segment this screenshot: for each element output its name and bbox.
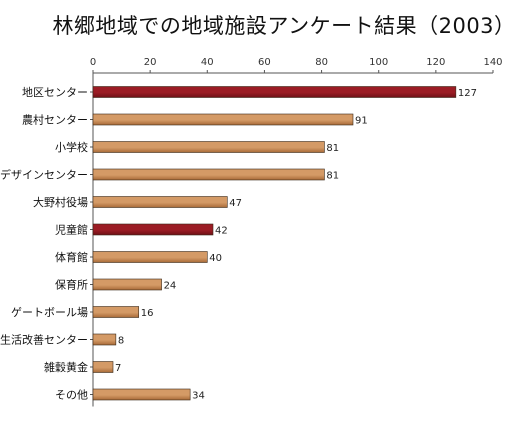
category-label: 保育所	[55, 278, 88, 292]
bar	[92, 278, 162, 291]
value-label: 7	[115, 363, 121, 374]
label-layer: 地区センター 127 農村センター 91 小学校 81 デザインセンター 81 大野村役場 47 児…	[0, 86, 477, 402]
value-label: 127	[458, 88, 477, 99]
x-tick-label: 40	[201, 57, 214, 68]
value-label: 81	[326, 171, 339, 182]
bar	[92, 113, 354, 126]
category-label: 児童館	[55, 223, 88, 237]
bar	[92, 333, 117, 346]
bar-highlighted	[92, 86, 457, 98]
value-label: 16	[141, 308, 154, 319]
bar	[92, 196, 228, 208]
value-label: 34	[192, 391, 205, 402]
category-label: 体育館	[55, 250, 88, 264]
bar	[92, 388, 191, 401]
bar	[92, 361, 114, 373]
x-tick-label: 60	[258, 57, 271, 68]
bar	[92, 306, 140, 318]
value-label: 42	[215, 226, 228, 237]
x-tick-label: 20	[144, 57, 157, 68]
category-label: 雑穀黄金	[44, 360, 88, 374]
bar	[92, 168, 325, 181]
x-tick-label: 80	[315, 57, 328, 68]
x-tick-label: 100	[369, 57, 388, 68]
category-label: 地区センター	[22, 86, 88, 99]
value-label: 40	[209, 253, 222, 264]
bar	[92, 141, 325, 153]
category-label: 小学校	[55, 140, 88, 154]
chart-title: 林郷地域での地域施設アンケート結果（2003）	[52, 14, 516, 38]
x-tick-label: 140	[483, 57, 502, 68]
value-label: 47	[229, 198, 242, 209]
bar-highlighted	[92, 223, 214, 236]
x-tick-label: 120	[426, 57, 445, 68]
value-label: 8	[118, 336, 124, 347]
category-label: ゲートボール場	[11, 306, 88, 319]
axis-layer: 0 20 40 60 80 100 120 140	[90, 57, 503, 407]
category-label: 大野村役場	[33, 195, 88, 209]
bar	[92, 251, 208, 263]
category-label: 農村センター	[22, 113, 88, 127]
x-tick-label: 0	[90, 57, 96, 68]
category-label: デザインセンター	[0, 168, 88, 182]
value-label: 24	[164, 281, 177, 292]
bar-layer	[92, 86, 457, 401]
category-label: その他	[55, 389, 88, 402]
value-label: 91	[355, 116, 368, 127]
value-label: 81	[326, 143, 339, 154]
category-label: 生活改善センター	[0, 333, 88, 347]
